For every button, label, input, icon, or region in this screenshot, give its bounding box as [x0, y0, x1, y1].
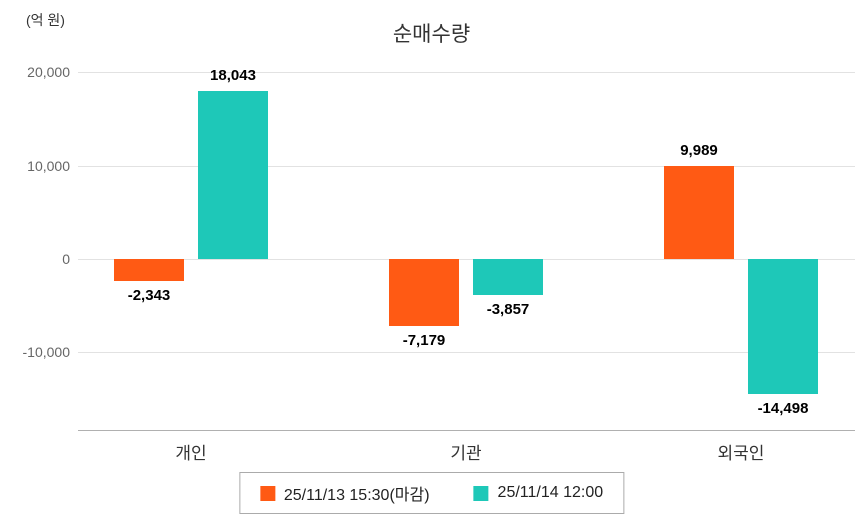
x-axis-category-label: 기관 — [450, 444, 482, 463]
bar-value-label: -14,498 — [757, 400, 809, 418]
gridline — [78, 165, 855, 167]
legend: 25/11/13 15:30(마감) 25/11/14 12:00 — [238, 472, 625, 514]
legend-swatch-series2-icon — [473, 485, 489, 501]
legend-label-series2: 25/11/14 12:00 — [497, 484, 604, 501]
y-axis-tick-label: -10,000 — [22, 344, 70, 361]
gridline — [78, 259, 855, 260]
x-axis-category-label: 개인 — [175, 444, 207, 463]
chart-title: 순매수량 — [392, 23, 471, 46]
bar-series2-개인 — [198, 90, 268, 259]
legend-item-series1: 25/11/13 15:30(마감) — [259, 481, 430, 505]
x-axis-category-label: 외국인 — [717, 444, 765, 463]
bar-value-label: 9,989 — [680, 141, 718, 159]
bar-series2-외국인 — [748, 259, 818, 395]
x-axis-line — [78, 430, 855, 431]
legend-item-series2: 25/11/14 12:00 — [473, 484, 604, 502]
y-axis-tick-label: 20,000 — [27, 64, 70, 81]
bar-value-label: -7,179 — [402, 331, 446, 349]
legend-swatch-series1-icon — [259, 485, 275, 501]
gridline — [78, 352, 855, 354]
bar-series2-기관 — [473, 259, 543, 295]
bar-value-label: -2,343 — [127, 286, 171, 304]
bar-series1-기관 — [389, 259, 459, 326]
bar-series1-개인 — [114, 259, 184, 281]
legend-label-series1: 25/11/13 15:30(마감) — [283, 487, 430, 504]
y-axis-tick-label: 0 — [62, 251, 70, 267]
gridline — [78, 72, 855, 74]
bar-value-label: -3,857 — [486, 300, 530, 318]
bar-value-label: 18,043 — [210, 66, 256, 84]
bar-series1-외국인 — [664, 165, 734, 259]
y-axis-unit-label: (억 원) — [26, 12, 65, 28]
y-axis-tick-label: 10,000 — [27, 157, 70, 174]
